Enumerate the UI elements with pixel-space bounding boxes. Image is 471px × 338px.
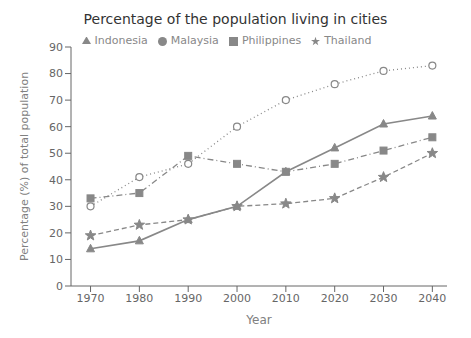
html-text:Thailand: Thailand bbox=[324, 34, 372, 47]
svg-text:Percentage (%) of total popula: Percentage (%) of total population bbox=[18, 72, 31, 261]
svg-text:0: 0 bbox=[56, 280, 63, 293]
svg-text:2010: 2010 bbox=[272, 292, 300, 305]
svg-text:Year: Year bbox=[245, 313, 271, 327]
svg-text:10: 10 bbox=[49, 253, 63, 266]
svg-text:50: 50 bbox=[49, 147, 63, 160]
html-text:Malaysia: Malaysia bbox=[170, 34, 219, 47]
html-text:Percentage of the population l: Percentage of the population living in c… bbox=[83, 11, 388, 27]
svg-text:2030: 2030 bbox=[370, 292, 398, 305]
html-text:Philippines: Philippines bbox=[241, 34, 302, 47]
svg-text:80: 80 bbox=[49, 67, 63, 80]
svg-text:1990: 1990 bbox=[174, 292, 202, 305]
svg-text:1980: 1980 bbox=[125, 292, 153, 305]
svg-text:70: 70 bbox=[49, 94, 63, 107]
svg-text:30: 30 bbox=[49, 200, 63, 213]
svg-text:20: 20 bbox=[49, 227, 63, 240]
svg-text:40: 40 bbox=[49, 174, 63, 187]
svg-text:2000: 2000 bbox=[223, 292, 251, 305]
svg-text:1970: 1970 bbox=[77, 292, 105, 305]
html-text:Indonesia: Indonesia bbox=[94, 34, 148, 47]
svg-text:2040: 2040 bbox=[418, 292, 446, 305]
svg-text:2020: 2020 bbox=[321, 292, 349, 305]
svg-text:90: 90 bbox=[49, 41, 63, 54]
svg-text:60: 60 bbox=[49, 121, 63, 134]
